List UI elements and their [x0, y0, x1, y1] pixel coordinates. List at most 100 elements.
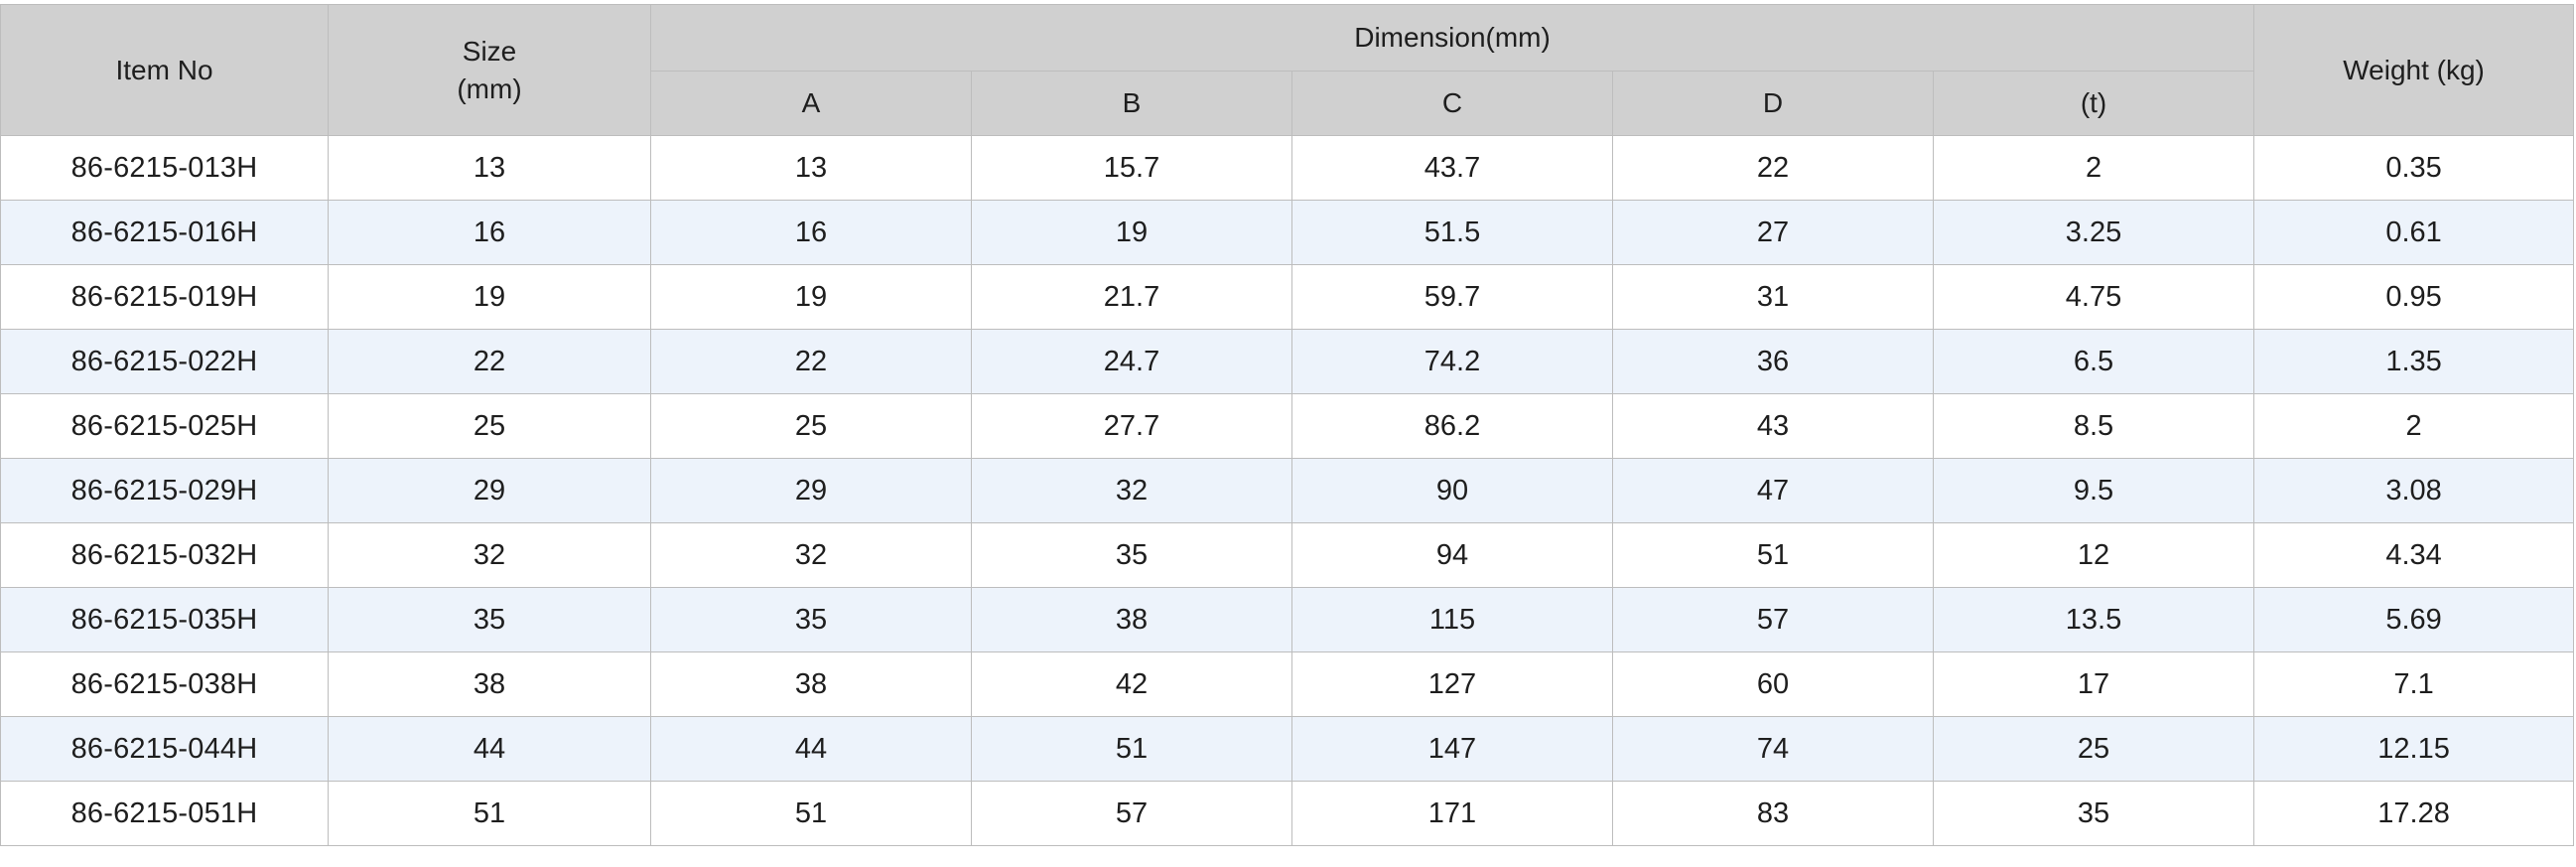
cell-dim-a: 35	[650, 587, 972, 652]
cell-dim-b: 19	[971, 200, 1292, 265]
cell-dim-t: 9.5	[1932, 458, 2255, 523]
cell-dim-b: 21.7	[971, 264, 1292, 330]
cell-item-no: 86-6215-029H	[0, 458, 329, 523]
cell-dim-d: 57	[1612, 587, 1934, 652]
cell-size: 29	[328, 458, 651, 523]
cell-dim-b: 38	[971, 587, 1292, 652]
cell-size: 38	[328, 651, 651, 717]
cell-dim-t: 13.5	[1932, 587, 2255, 652]
header-size-unit: (mm)	[457, 72, 522, 104]
cell-weight: 4.34	[2253, 522, 2575, 588]
cell-item-no: 86-6215-013H	[0, 135, 329, 201]
cell-item-no: 86-6215-016H	[0, 200, 329, 265]
cell-dim-b: 32	[971, 458, 1292, 523]
header-dimension: Dimension(mm)	[649, 4, 2255, 72]
table-row: 86-6215-032H 32 32 35 94 51 12 4.34	[0, 522, 2575, 588]
cell-size: 16	[328, 200, 651, 265]
cell-dim-a: 25	[650, 393, 972, 459]
cell-dim-t: 25	[1932, 716, 2255, 782]
cell-dim-t: 35	[1932, 781, 2255, 846]
cell-dim-c: 90	[1291, 458, 1613, 523]
cell-item-no: 86-6215-038H	[0, 651, 329, 717]
cell-dim-c: 115	[1291, 587, 1613, 652]
cell-dim-a: 22	[650, 329, 972, 394]
spec-table: Item No Size (mm) Dimension(mm) Weight (…	[0, 4, 2575, 846]
cell-dim-a: 13	[650, 135, 972, 201]
cell-dim-d: 31	[1612, 264, 1934, 330]
cell-weight: 17.28	[2253, 781, 2575, 846]
cell-weight: 12.15	[2253, 716, 2575, 782]
cell-dim-b: 51	[971, 716, 1292, 782]
cell-dim-d: 51	[1612, 522, 1934, 588]
cell-item-no: 86-6215-019H	[0, 264, 329, 330]
cell-dim-b: 15.7	[971, 135, 1292, 201]
cell-dim-t: 6.5	[1932, 329, 2255, 394]
table-row: 86-6215-013H 13 13 15.7 43.7 22 2 0.35	[0, 135, 2575, 201]
cell-item-no: 86-6215-035H	[0, 587, 329, 652]
cell-size: 25	[328, 393, 651, 459]
cell-dim-a: 51	[650, 781, 972, 846]
cell-dim-c: 74.2	[1291, 329, 1613, 394]
cell-dim-c: 127	[1291, 651, 1613, 717]
cell-dim-t: 2	[1932, 135, 2255, 201]
cell-item-no: 86-6215-025H	[0, 393, 329, 459]
table-row: 86-6215-051H 51 51 57 171 83 35 17.28	[0, 781, 2575, 846]
cell-weight: 0.95	[2253, 264, 2575, 330]
header-dim-d: D	[1612, 71, 1934, 136]
cell-dim-d: 60	[1612, 651, 1934, 717]
header-row-sub: A B C D (t)	[1, 71, 2574, 136]
cell-weight: 5.69	[2253, 587, 2575, 652]
header-size: Size (mm)	[328, 4, 651, 136]
table-row: 86-6215-044H 44 44 51 147 74 25 12.15	[0, 716, 2575, 782]
cell-dim-a: 32	[650, 522, 972, 588]
table-body: 86-6215-013H 13 13 15.7 43.7 22 2 0.35 86-6215-0…	[0, 135, 2575, 846]
table-header: Item No Size (mm) Dimension(mm) Weight (…	[0, 4, 2575, 136]
cell-dim-a: 16	[650, 200, 972, 265]
header-dim-a: A	[650, 71, 972, 136]
cell-dim-a: 38	[650, 651, 972, 717]
table-row: 86-6215-016H 16 16 19 51.5 27 3.25 0.61	[0, 200, 2575, 265]
cell-weight: 7.1	[2253, 651, 2575, 717]
cell-dim-c: 51.5	[1291, 200, 1613, 265]
cell-dim-d: 83	[1612, 781, 1934, 846]
cell-weight: 1.35	[2253, 329, 2575, 394]
table-row: 86-6215-038H 38 38 42 127 60 17 7.1	[0, 651, 2575, 717]
cell-dim-c: 147	[1291, 716, 1613, 782]
cell-weight: 0.35	[2253, 135, 2575, 201]
table-row: 86-6215-029H 29 29 32 90 47 9.5 3.08	[0, 458, 2575, 523]
table-row: 86-6215-025H 25 25 27.7 86.2 43 8.5 2	[0, 393, 2575, 459]
cell-item-no: 86-6215-022H	[0, 329, 329, 394]
cell-dim-d: 27	[1612, 200, 1934, 265]
cell-dim-b: 27.7	[971, 393, 1292, 459]
table-row: 86-6215-035H 35 35 38 115 57 13.5 5.69	[0, 587, 2575, 652]
cell-dim-t: 4.75	[1932, 264, 2255, 330]
cell-size: 44	[328, 716, 651, 782]
cell-size: 22	[328, 329, 651, 394]
cell-dim-c: 59.7	[1291, 264, 1613, 330]
cell-size: 51	[328, 781, 651, 846]
cell-dim-d: 74	[1612, 716, 1934, 782]
cell-dim-d: 36	[1612, 329, 1934, 394]
cell-dim-c: 43.7	[1291, 135, 1613, 201]
cell-dim-c: 86.2	[1291, 393, 1613, 459]
cell-size: 13	[328, 135, 651, 201]
header-size-label: Size	[462, 35, 517, 67]
header-dim-b: B	[971, 71, 1292, 136]
cell-dim-t: 8.5	[1932, 393, 2255, 459]
cell-dim-b: 35	[971, 522, 1292, 588]
cell-dim-d: 47	[1612, 458, 1934, 523]
header-dim-t: (t)	[1932, 71, 2255, 136]
cell-dim-a: 44	[650, 716, 972, 782]
cell-weight: 2	[2253, 393, 2575, 459]
cell-size: 35	[328, 587, 651, 652]
cell-item-no: 86-6215-032H	[0, 522, 329, 588]
header-dim-c: C	[1291, 71, 1613, 136]
cell-dim-a: 19	[650, 264, 972, 330]
cell-dim-d: 22	[1612, 135, 1934, 201]
cell-dim-c: 94	[1291, 522, 1613, 588]
cell-item-no: 86-6215-044H	[0, 716, 329, 782]
cell-item-no: 86-6215-051H	[0, 781, 329, 846]
cell-dim-c: 171	[1291, 781, 1613, 846]
cell-dim-t: 17	[1932, 651, 2255, 717]
